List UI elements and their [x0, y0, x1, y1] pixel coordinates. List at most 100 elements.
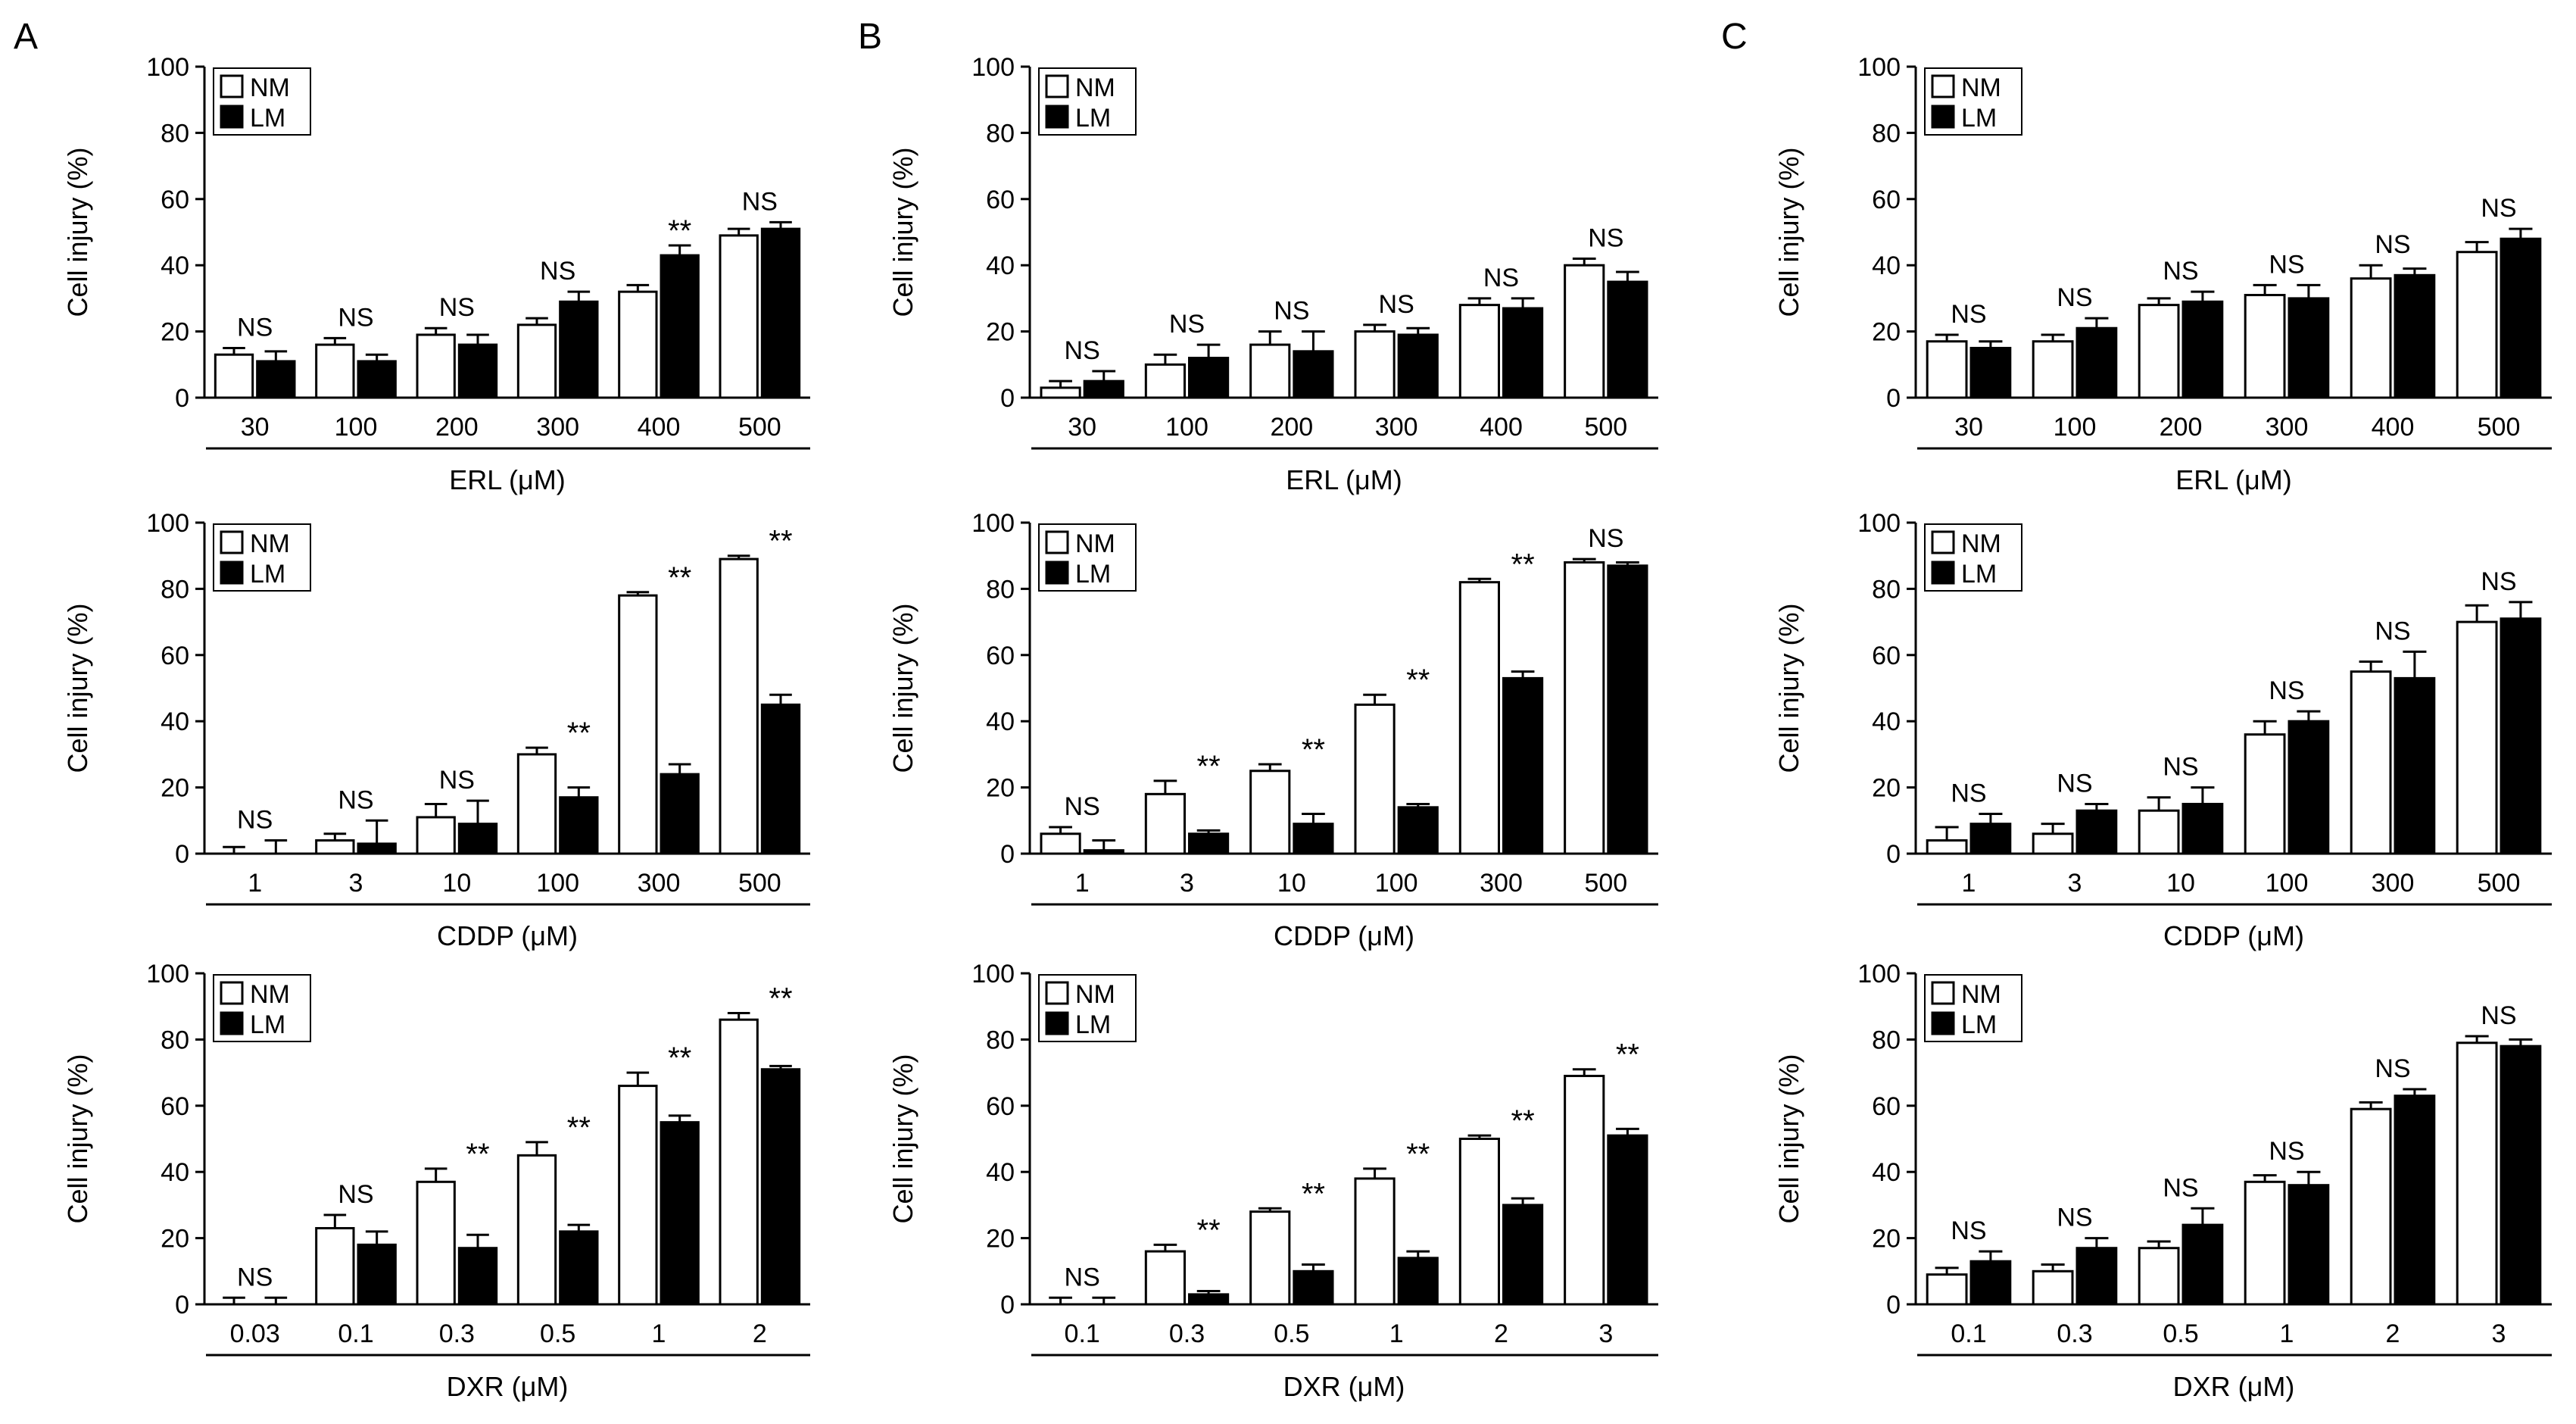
significance-label: ** — [668, 214, 691, 248]
bar-nm — [2456, 251, 2498, 399]
bar-nm — [516, 1154, 557, 1306]
significance-label: NS — [2375, 1054, 2410, 1083]
x-tick-label: 0.5 — [1274, 1319, 1309, 1348]
y-axis-label: Cell injury (%) — [62, 1054, 93, 1223]
legend-label-lm: LM — [250, 1010, 285, 1039]
bar-nm — [1926, 340, 1968, 399]
y-tick-label: 80 — [986, 1026, 1015, 1054]
x-axis-label: ERL (μM) — [2175, 464, 2291, 495]
x-tick-label: 0.5 — [540, 1319, 575, 1348]
bar-nm — [516, 323, 557, 399]
bar-nm — [1564, 264, 1605, 399]
y-tick-label: 20 — [161, 318, 189, 347]
legend-swatch-nm — [1045, 74, 1069, 98]
bar-nm — [2244, 1180, 2286, 1306]
y-tick-label: 60 — [161, 1092, 189, 1121]
significance-label: NS — [1379, 290, 1414, 319]
significance-label: ** — [1616, 1038, 1639, 1072]
bar-nm — [618, 1085, 658, 1306]
x-tick-label: 1 — [1389, 1319, 1404, 1348]
y-tick-label: 0 — [1886, 384, 1901, 413]
y-axis-label: Cell injury (%) — [1773, 1054, 1804, 1223]
y-tick-label: 0 — [1000, 1291, 1015, 1319]
x-tick-label: 500 — [1584, 413, 1627, 442]
bar-lm — [2181, 1223, 2224, 1306]
significance-label: NS — [2057, 1204, 2092, 1232]
y-tick-label: 80 — [161, 1026, 189, 1054]
bar-nm — [1040, 832, 1081, 855]
bar-lm — [1397, 333, 1439, 399]
bar-lm — [760, 227, 801, 399]
bar-nm — [416, 816, 456, 855]
x-tick-label: 1 — [652, 1319, 666, 1348]
panel-label-A: A — [14, 17, 38, 57]
bar-nm — [2138, 809, 2180, 855]
bar-nm — [1458, 304, 1500, 399]
y-tick-label: 20 — [161, 1225, 189, 1254]
significance-label: ** — [1302, 1177, 1325, 1210]
bar-lm — [1188, 832, 1230, 855]
significance-label: NS — [1065, 1263, 1100, 1291]
y-tick-label: 80 — [1872, 1026, 1901, 1054]
bar-lm — [1969, 1260, 2012, 1306]
significance-label: ** — [668, 1041, 691, 1075]
legend-label-lm: LM — [1961, 104, 1997, 133]
significance-label: NS — [1588, 223, 1623, 252]
y-tick-label: 80 — [986, 575, 1015, 604]
y-tick-label: 100 — [971, 960, 1015, 988]
x-tick-label: 30 — [1954, 413, 1983, 442]
bar-lm — [2500, 617, 2542, 855]
bar-nm — [1564, 561, 1605, 855]
bar-lm — [2394, 676, 2436, 855]
x-tick-label: 500 — [1584, 869, 1627, 898]
x-tick-label: 0.1 — [338, 1319, 373, 1348]
bar-nm — [2032, 832, 2074, 855]
x-tick-label: 300 — [2372, 869, 2415, 898]
legend-swatch-lm — [220, 561, 244, 585]
bar-nm — [2244, 294, 2286, 399]
y-tick-label: 100 — [1857, 53, 1901, 82]
bar-nm — [719, 557, 759, 855]
x-axis-label: DXR (μM) — [2173, 1371, 2295, 1402]
bar-lm — [357, 842, 397, 855]
x-tick-label: 0.3 — [2057, 1319, 2092, 1348]
x-tick-label: 400 — [2372, 413, 2415, 442]
bar-lm — [1083, 849, 1124, 855]
legend-swatch-lm — [1045, 1011, 1069, 1035]
legend-swatch-lm — [1045, 105, 1069, 129]
y-tick-label: 20 — [161, 774, 189, 803]
significance-label: ** — [1197, 750, 1221, 783]
legend-label-nm: NM — [250, 529, 290, 558]
y-tick-label: 80 — [986, 119, 1015, 148]
significance-label: NS — [1951, 779, 1986, 808]
bar-nm — [2138, 304, 2180, 399]
bar-lm — [457, 1247, 498, 1306]
legend-label-lm: LM — [250, 104, 285, 133]
x-axis-label: ERL (μM) — [1286, 464, 1402, 495]
bar-nm — [1144, 792, 1186, 855]
significance-label: ** — [567, 1111, 591, 1145]
significance-label: NS — [742, 187, 778, 216]
y-tick-label: 40 — [161, 1158, 189, 1187]
bar-nm — [1354, 1177, 1396, 1306]
x-tick-label: 30 — [1068, 413, 1096, 442]
legend-label-nm: NM — [1961, 980, 2001, 1009]
x-tick-label: 3 — [1180, 869, 1194, 898]
bar-lm — [1293, 823, 1334, 855]
y-tick-label: 0 — [1000, 384, 1015, 413]
significance-label: NS — [237, 313, 273, 342]
x-tick-label: 500 — [738, 413, 781, 442]
legend-swatch-lm — [1045, 561, 1069, 585]
x-tick-label: 1 — [2280, 1319, 2294, 1348]
y-tick-label: 20 — [986, 1225, 1015, 1254]
bar-nm — [1249, 770, 1291, 855]
bar-lm — [2394, 1095, 2436, 1306]
bar-nm — [1040, 386, 1081, 399]
y-tick-label: 40 — [1872, 1158, 1901, 1187]
bar-nm — [315, 1226, 355, 1306]
x-tick-label: 0.3 — [1169, 1319, 1205, 1348]
